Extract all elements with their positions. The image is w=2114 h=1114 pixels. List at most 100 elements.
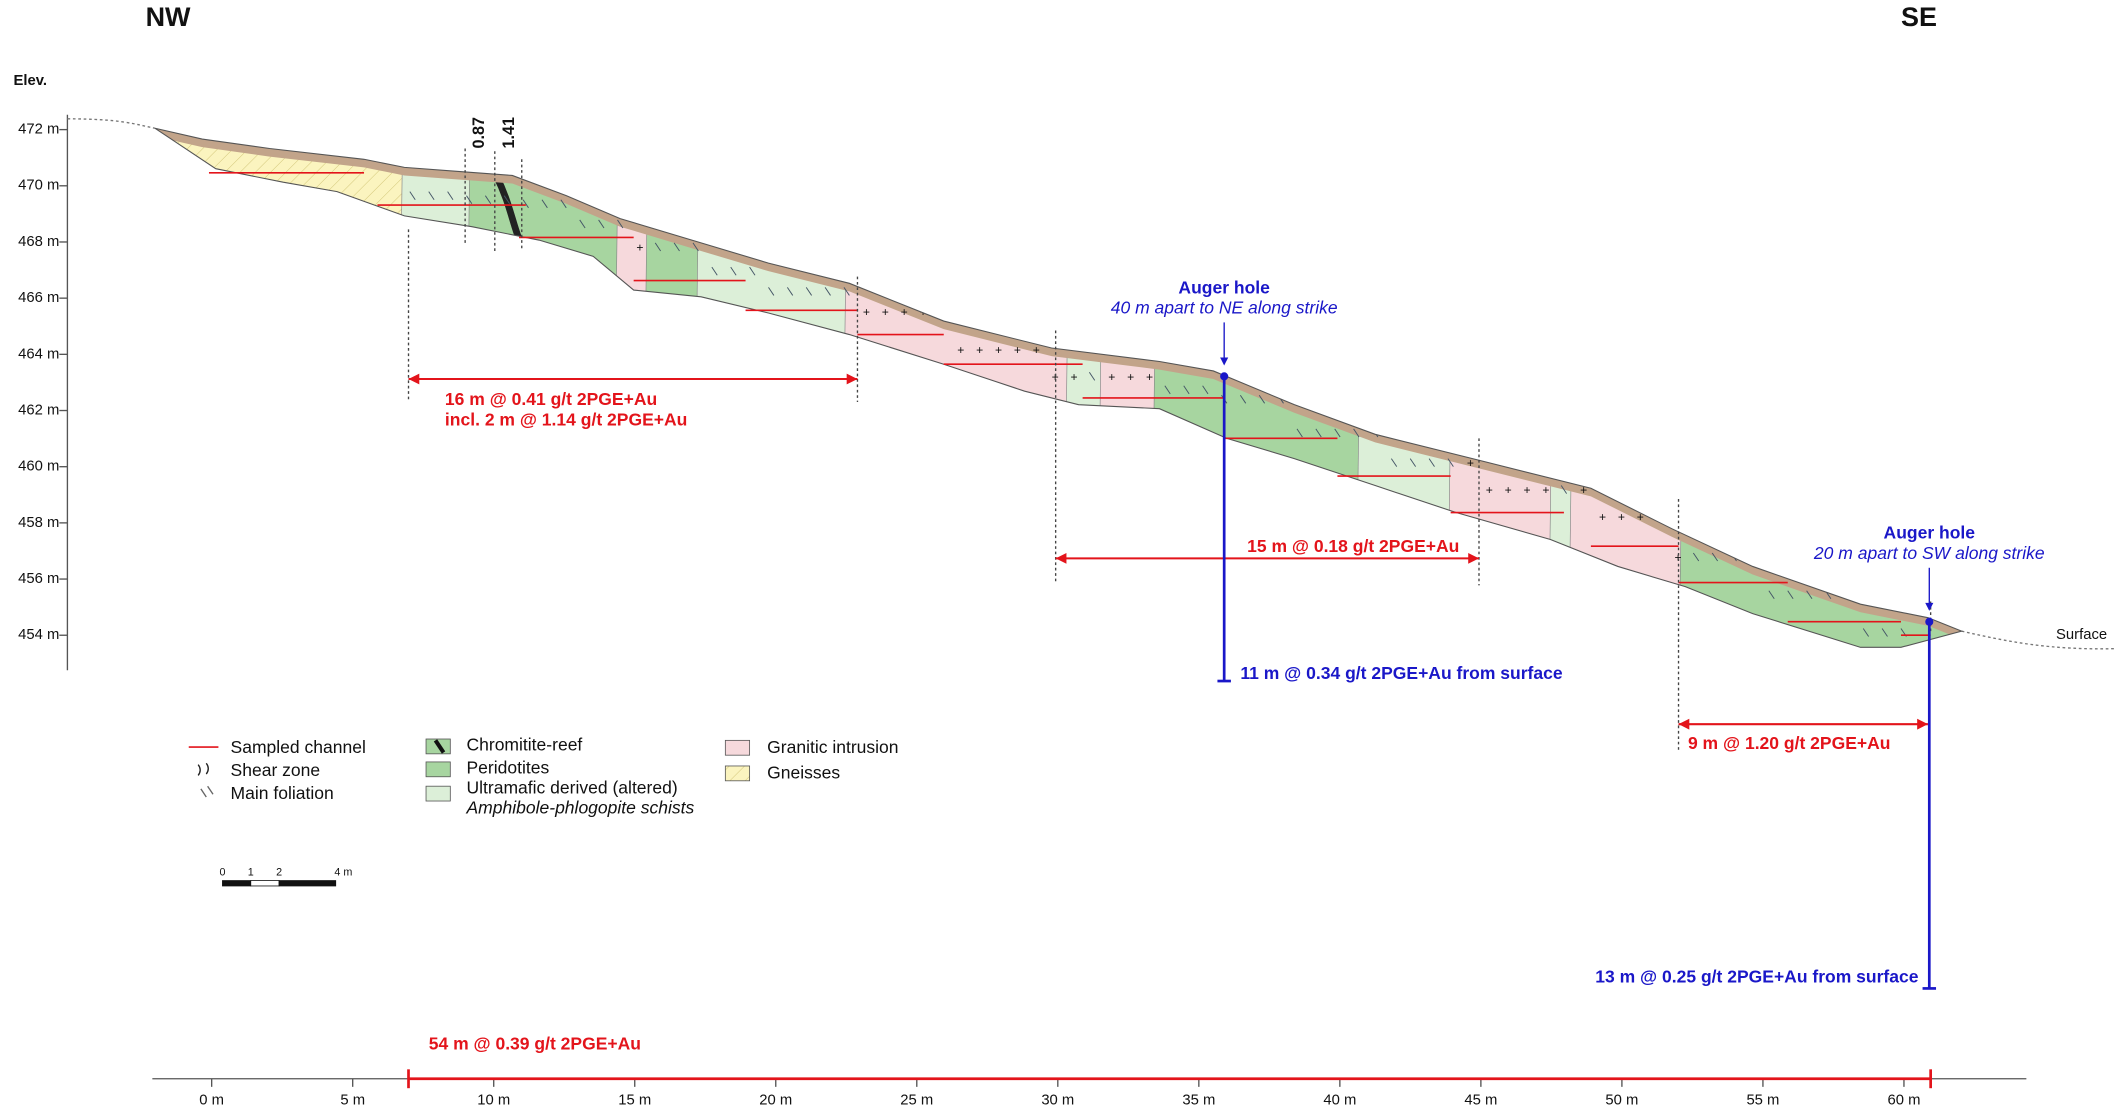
- axis-title: Elev.: [13, 73, 47, 89]
- auger-result: 13 m @ 0.25 g/t 2PGE+Au from surface: [1595, 966, 1918, 986]
- granite-symbol: +: [1542, 483, 1549, 497]
- elevation-tick-label: 456 m: [18, 571, 59, 587]
- interval-label: incl. 2 m @ 1.14 g/t 2PGE+Au: [445, 409, 687, 429]
- elevation-tick-label: 462 m: [18, 402, 59, 418]
- rock-unit: [690, 0, 860, 809]
- auger-title: Auger hole: [1884, 523, 1976, 543]
- scale-label: 2: [276, 866, 282, 878]
- interval-label: 9 m @ 1.20 g/t 2PGE+Au: [1688, 733, 1891, 753]
- legend-swatch: [725, 766, 749, 781]
- distance-tick-label: 25 m: [900, 1092, 933, 1108]
- granite-symbol: +: [1505, 483, 1512, 497]
- elevation-tick-label: 460 m: [18, 459, 59, 475]
- legend-symbol: [201, 786, 213, 797]
- interval-label: 16 m @ 0.41 g/t 2PGE+Au: [445, 389, 657, 409]
- granite-symbol: +: [1070, 370, 1077, 384]
- scale-bar-segment: [279, 881, 336, 886]
- granite-symbol: +: [1108, 370, 1115, 384]
- cross-section: NW SE Elev. 472 m 470 m 468 m 466 m 464 m 462 m 4…: [0, 0, 2114, 1114]
- legend-swatch: [725, 740, 749, 755]
- granite-symbol: +: [1580, 483, 1587, 497]
- distance-tick-label: 35 m: [1182, 1092, 1215, 1108]
- page: Geological cross-section html, body { ma…: [0, 0, 2114, 1114]
- elevation-tick-label: 470 m: [18, 178, 59, 194]
- legend-label: Amphibole-phlogopite schists: [465, 798, 694, 818]
- scale-label: 1: [248, 866, 254, 878]
- auger-note: 40 m apart to NE along strike: [1111, 298, 1338, 318]
- legend-symbol: [198, 763, 208, 775]
- elevation-tick-label: 464 m: [18, 346, 59, 362]
- granite-symbol: +: [863, 305, 870, 319]
- legend-swatch: [426, 786, 450, 801]
- granite-symbol: +: [1014, 343, 1021, 357]
- body: { "header": {"left": "NW", "right": "SE"…: [0, 0, 2114, 1114]
- distance-tick-label: 5 m: [340, 1092, 365, 1108]
- granite-symbol: +: [636, 240, 643, 254]
- auger-note: 20 m apart to SW along strike: [1813, 543, 2045, 563]
- auger-result: 11 m @ 0.34 g/t 2PGE+Au from surface: [1240, 663, 1563, 683]
- granite-symbol: +: [995, 343, 1002, 357]
- distance-tick-label: 30 m: [1041, 1092, 1074, 1108]
- direction-se: SE: [1901, 2, 1937, 32]
- distance-tick-label: 55 m: [1746, 1092, 1779, 1108]
- granite-symbol: +: [1674, 551, 1681, 565]
- auger-collar: [1925, 618, 1933, 626]
- legend-label: Gneisses: [767, 763, 840, 783]
- scale-bar-segment: [251, 881, 279, 886]
- distance-tick-label: 15 m: [618, 1092, 651, 1108]
- legend-label: Granitic intrusion: [767, 737, 898, 757]
- distance-tick-label: 40 m: [1323, 1092, 1356, 1108]
- scale-label: 4 m: [334, 866, 352, 878]
- geology: +++++++++++++++++++++++++++: [124, 0, 1979, 809]
- rock-unit: [839, 0, 1083, 809]
- granite-symbol: +: [976, 343, 983, 357]
- interval-label: 54 m @ 0.39 g/t 2PGE+Au: [429, 1034, 641, 1054]
- rock-unit: [1149, 0, 1376, 809]
- granite-symbol: +: [882, 305, 889, 319]
- legend-label: Shear zone: [231, 760, 321, 780]
- rock-unit: [1677, 0, 1979, 809]
- distance-tick-label: 20 m: [759, 1092, 792, 1108]
- column-value: 1.41: [500, 117, 518, 148]
- granite-symbol: +: [1127, 370, 1134, 384]
- elevation-tick-label: 466 m: [18, 290, 59, 306]
- distance-tick-label: 50 m: [1605, 1092, 1638, 1108]
- granite-symbol: +: [1599, 510, 1606, 524]
- distance-tick-label: 45 m: [1464, 1092, 1497, 1108]
- legend-label: Sampled channel: [231, 737, 366, 757]
- arrow-head: [1220, 357, 1228, 365]
- elevation-tick-label: 472 m: [18, 122, 59, 138]
- auger-title: Auger hole: [1178, 277, 1270, 297]
- direction-nw: NW: [146, 2, 191, 32]
- granite-symbol: +: [1618, 510, 1625, 524]
- granite-symbol: +: [1523, 483, 1530, 497]
- foliation-symbol: [1844, 591, 1849, 599]
- foliation-symbol: [1750, 553, 1755, 561]
- rock-unit: [1445, 0, 1568, 809]
- scale-label: 0: [219, 866, 225, 878]
- granite-symbol: +: [957, 343, 964, 357]
- granite-symbol: +: [1486, 483, 1493, 497]
- elevation-tick-label: 454 m: [18, 627, 59, 643]
- elevation-tick-label: 458 m: [18, 515, 59, 531]
- legend-label: Chromitite-reef: [466, 734, 582, 754]
- elevation-tick-label: 468 m: [18, 234, 59, 250]
- rock-unit: [1546, 0, 1588, 809]
- legend-label: Main foliation: [231, 783, 334, 803]
- distance-tick-label: 60 m: [1887, 1092, 1920, 1108]
- distance-tick-label: 10 m: [477, 1092, 510, 1108]
- rock-unit: [124, 0, 415, 809]
- rock-unit: [1354, 0, 1467, 809]
- ground-line: [67, 119, 155, 128]
- granite-symbol: +: [1146, 370, 1153, 384]
- legend-swatch: [426, 762, 450, 777]
- arrow-head: [1925, 603, 1933, 611]
- auger-collar: [1220, 372, 1228, 380]
- distance-tick-label: 0 m: [199, 1092, 224, 1108]
- legend-label: Peridotites: [466, 757, 549, 777]
- granite-symbol: +: [938, 305, 945, 319]
- surface-label: Surface: [2056, 627, 2107, 643]
- column-value: 0.87: [470, 117, 488, 148]
- granite-symbol: +: [1052, 370, 1059, 384]
- interval-label: 15 m @ 0.18 g/t 2PGE+Au: [1247, 536, 1459, 556]
